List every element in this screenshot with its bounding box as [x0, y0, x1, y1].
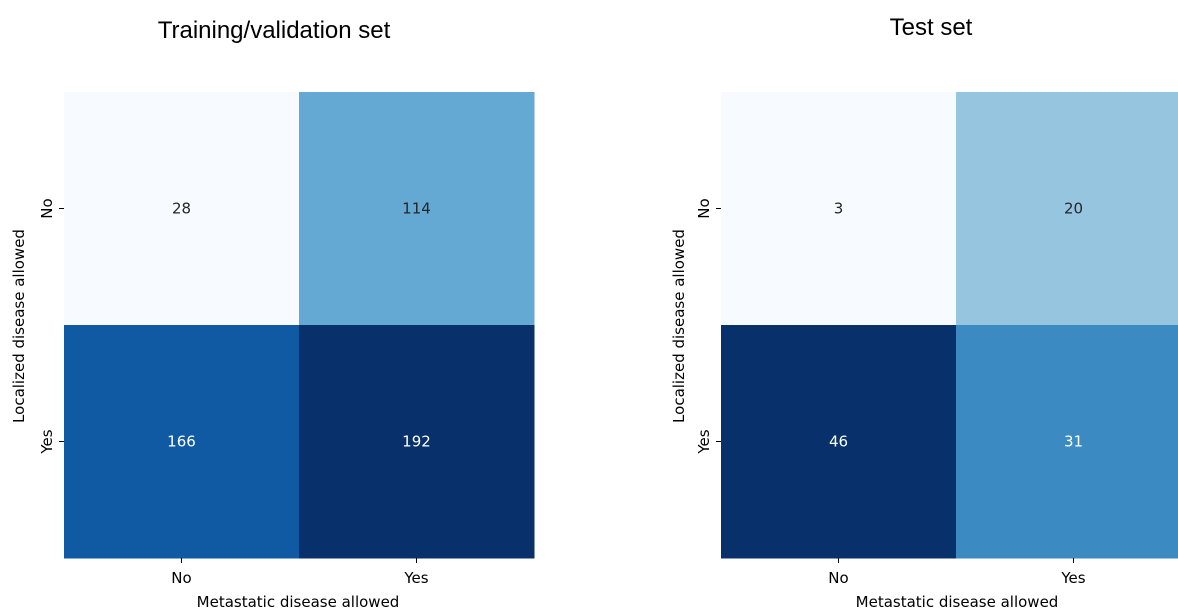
- cell-value-label: 3: [834, 200, 844, 218]
- x-tick-label: No: [828, 569, 848, 587]
- y-tick-label: No: [38, 198, 56, 218]
- heatmap-cell: [956, 325, 1178, 559]
- y-tick-label: Yes: [38, 429, 56, 454]
- heatmap-cells: 28 114 166 192: [64, 92, 535, 559]
- axis-ticks: No Yes No Yes: [38, 198, 429, 587]
- cell-value-label: 192: [402, 433, 431, 451]
- x-axis-label: Metastatic disease allowed: [856, 593, 1059, 610]
- heatmap-cell: [721, 325, 957, 559]
- heatmap-panel-training: Training/validation set 28 114 166 192 No Ye…: [10, 17, 535, 610]
- heatmap-panel-test: Test set 3 20 46 31 No Yes No Yes Metastatic d…: [589, 0, 1178, 610]
- y-axis-label: Localized disease allowed: [670, 229, 688, 423]
- heatmap-cell: [299, 325, 535, 559]
- heatmap-cell: [64, 325, 300, 559]
- cell-value-label: 166: [167, 433, 196, 451]
- chart-title: Test set: [890, 14, 973, 41]
- cell-value-label: 114: [402, 200, 431, 218]
- y-axis-label: Localized disease allowed: [10, 229, 28, 423]
- y-tick-label: Yes: [695, 429, 713, 454]
- heatmap-cells: 3 20 46 31: [721, 92, 1178, 559]
- x-axis-label: Metastatic disease allowed: [197, 593, 400, 610]
- heatmap-cell: [299, 92, 535, 326]
- x-tick-label: Yes: [1060, 569, 1085, 587]
- cell-value-label: 46: [829, 433, 848, 451]
- heatmap-chart-test: Test set 3 20 46 31 No Yes No Yes Metastatic d…: [670, 14, 1178, 610]
- cell-value-label: 31: [1064, 433, 1083, 451]
- heatmap-cell: [956, 92, 1178, 326]
- cell-value-label: 20: [1064, 200, 1083, 218]
- cell-value-label: 28: [172, 200, 191, 218]
- x-tick-label: No: [171, 569, 191, 587]
- heatmap-chart-training: Training/validation set 28 114 166 192 No Ye…: [10, 17, 535, 610]
- x-tick-label: Yes: [403, 569, 428, 587]
- heatmap-cell: [721, 92, 957, 326]
- heatmap-cell: [64, 92, 300, 326]
- axis-ticks: No Yes No Yes: [695, 198, 1086, 587]
- chart-title: Training/validation set: [158, 17, 391, 44]
- y-tick-label: No: [695, 198, 713, 218]
